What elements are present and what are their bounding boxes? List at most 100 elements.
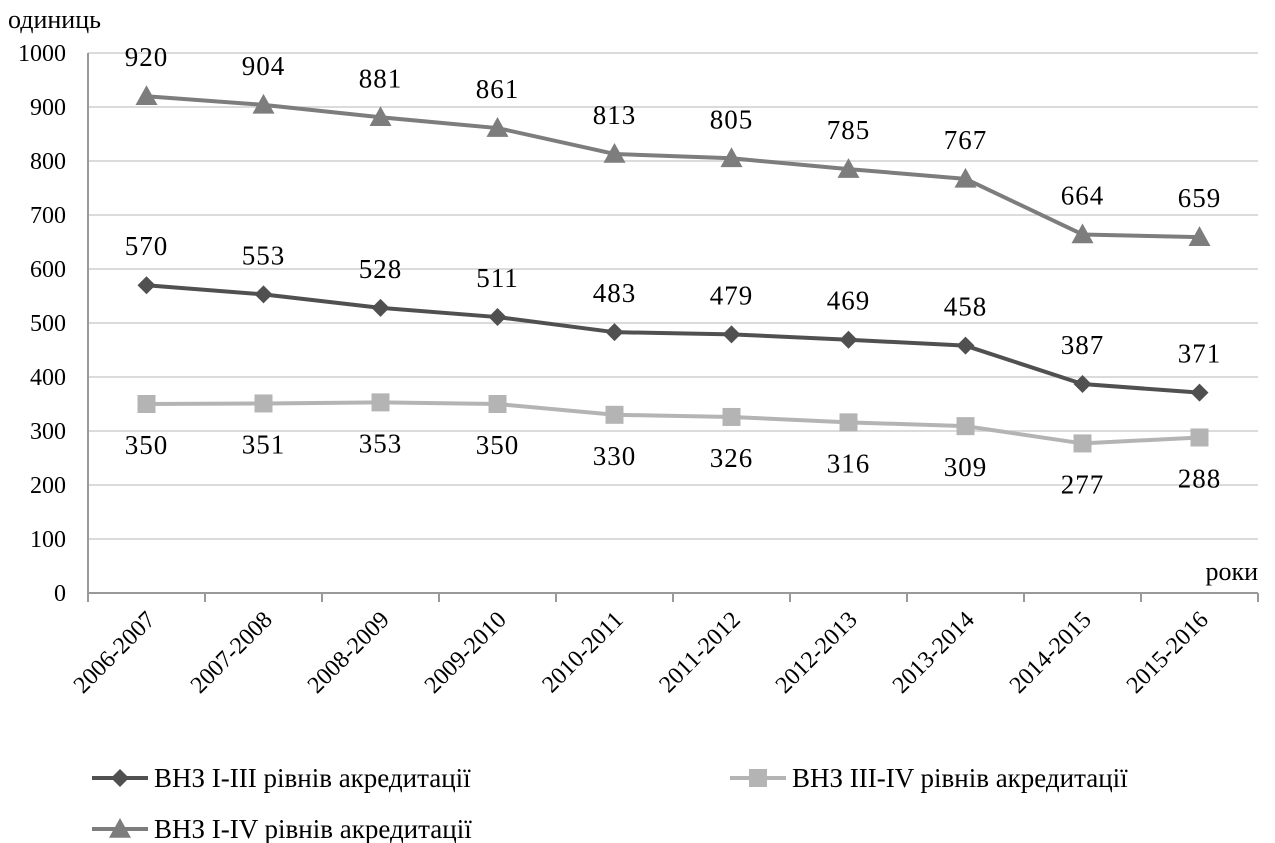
data-label: 861 [476,74,520,104]
legend-marker [111,769,129,787]
data-label: 479 [710,280,754,310]
data-point [135,85,158,105]
data-point [137,395,156,413]
data-point [720,147,743,168]
legend-label: ВНЗ III-IV рівнів акредитації [792,763,1128,793]
series-line [146,283,1200,395]
data-label: 309 [944,452,988,482]
x-tick-label: 2013-2014 [888,607,980,699]
y-axis-ticks: 0 100 200 300 400 500 600 700 800 900 1000 [18,41,89,607]
data-label: 881 [359,63,403,93]
data-point [956,417,975,436]
y-tick-label: 900 [30,95,66,121]
y-tick-label: 200 [30,473,66,499]
data-point [486,117,509,137]
data-label: 350 [125,430,169,460]
data-label: 350 [476,430,520,460]
data-point [722,407,741,426]
series-line [146,94,1200,240]
data-point [1071,223,1094,244]
data-point [605,405,624,424]
data-label: 277 [1061,469,1105,499]
series-1 [137,276,1209,402]
x-tick-label: 2012-2013 [771,607,863,699]
series-2 [137,393,1209,453]
series-layer [135,85,1211,453]
x-tick-label: 2006-2007 [69,607,161,699]
data-point [1073,434,1092,453]
data-label: 767 [944,125,988,155]
data-label: 458 [944,292,988,322]
data-label: 326 [710,443,754,473]
legend-label: ВНЗ I-III рівнів акредитації [154,763,471,793]
x-axis-label: роки [1205,557,1258,586]
data-point [488,395,507,413]
data-label: 528 [359,254,403,284]
data-point [371,393,390,412]
data-point [839,413,858,432]
data-label: 920 [125,42,169,72]
data-label: 904 [242,51,286,81]
data-point [837,158,860,178]
data-label: 469 [827,286,871,316]
data-label: 330 [593,441,637,471]
x-tick-label: 2007-2008 [186,607,278,699]
y-axis-label: одиниць [8,5,101,34]
series-line [146,400,1200,446]
data-point [371,298,390,317]
data-label: 785 [827,115,871,145]
legend-marker [109,818,131,838]
data-label: 511 [476,263,519,293]
data-labels: 570 553 528 511 483 479 469 458 387 371 350 351 353 3… [125,42,1222,499]
data-point [1190,383,1209,402]
data-point [839,330,858,349]
data-point [954,167,977,188]
data-label: 664 [1061,180,1105,210]
data-label: 288 [1178,463,1222,493]
data-point [252,93,275,114]
legend: ВНЗ I-III рівнів акредитації ВНЗ III-IV р… [92,763,1128,843]
x-tick-label: 2008-2009 [303,607,395,699]
data-label: 553 [242,240,286,270]
y-tick-label: 500 [30,311,66,337]
grid [88,52,1258,540]
x-axis: 2006-2007 2007-2008 2008-2009 2009-2010 2010… [69,592,1259,699]
data-point [956,336,975,355]
data-point [1073,375,1092,394]
data-label: 316 [827,448,871,478]
data-point [488,308,507,327]
data-point [254,285,273,304]
data-point [137,276,156,295]
x-tick-label: 2010-2011 [537,607,628,698]
data-point [605,323,624,342]
data-point [369,106,392,127]
data-point [1188,226,1211,246]
x-tick-label: 2009-2010 [420,607,512,699]
data-label: 483 [593,278,637,308]
legend-item: ВНЗ I-IV рівнів акредитації [92,814,472,843]
y-tick-label: 100 [30,527,66,553]
data-point [722,325,741,344]
y-tick-label: 1000 [18,41,66,67]
x-tick-label: 2011-2012 [654,607,745,698]
data-point [254,394,273,413]
legend-item: ВНЗ I-III рівнів акредитації [92,763,471,793]
data-label: 805 [710,104,754,134]
series-3 [135,85,1211,246]
y-tick-label: 600 [30,257,66,283]
data-label: 813 [593,100,637,130]
data-label: 371 [1178,339,1222,369]
y-tick-label: 400 [30,365,66,391]
y-tick-label: 800 [30,149,66,175]
y-tick-label: 700 [30,203,66,229]
x-tick-label: 2014-2015 [1005,607,1097,699]
data-label: 387 [1061,330,1105,360]
data-point [1190,428,1209,447]
legend-marker [749,769,767,787]
y-tick-label: 300 [30,419,66,445]
y-tick-label: 0 [54,581,66,607]
data-label: 353 [359,428,403,458]
legend-label: ВНЗ I-IV рівнів акредитації [154,814,472,843]
data-label: 351 [242,429,286,459]
